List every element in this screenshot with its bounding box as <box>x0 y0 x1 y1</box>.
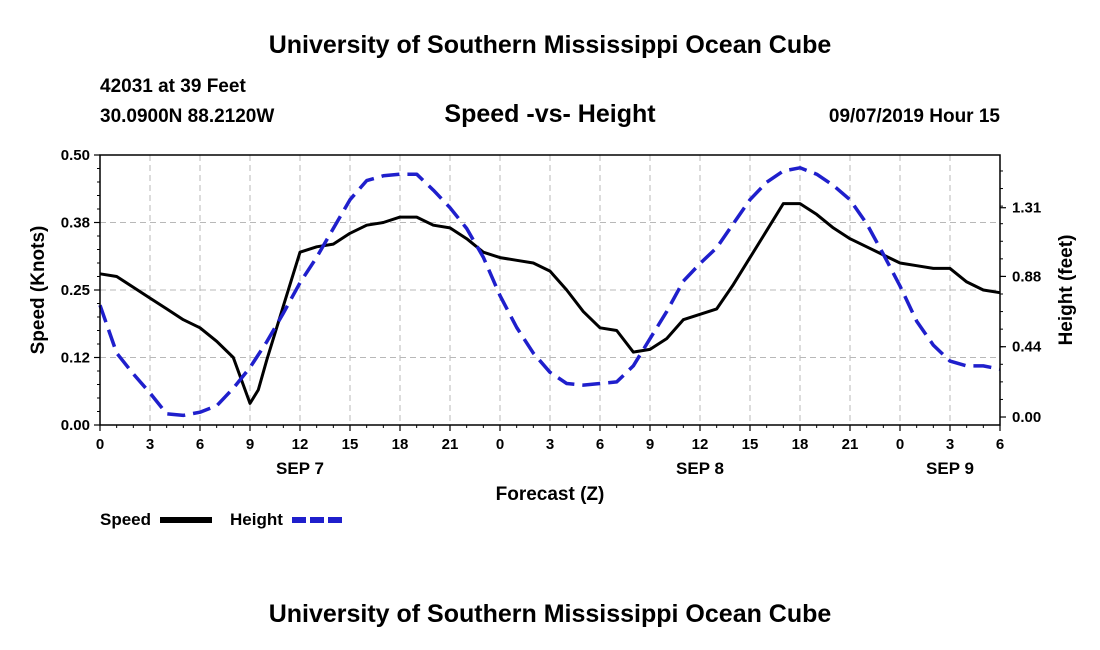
x-axis-label: Forecast (Z) <box>496 484 605 505</box>
chart-title-bottom: University of Southern Mississippi Ocean… <box>268 600 832 628</box>
y-right-tick-label: 0.00 <box>1012 409 1041 426</box>
y-left-tick-label: 0.38 <box>61 215 90 232</box>
y-right-tick-label: 0.88 <box>1012 268 1041 285</box>
y-left-tick-label: 0.25 <box>61 282 90 299</box>
y-axis-right-label: Height (feet) <box>1056 235 1077 346</box>
x-tick-label: 21 <box>842 436 859 453</box>
x-tick-label: 6 <box>996 436 1004 453</box>
x-tick-label: 9 <box>246 436 254 453</box>
series-layer <box>98 166 1001 418</box>
legend-label-speed: Speed <box>100 510 151 529</box>
x-tick-label: 18 <box>392 436 409 453</box>
y-right-tick-label: 0.44 <box>1012 339 1042 356</box>
x-tick-label: 12 <box>692 436 709 453</box>
x-tick-label: 3 <box>946 436 954 453</box>
x-tick-label: 3 <box>546 436 554 453</box>
chart-subtitle: Speed -vs- Height <box>444 100 656 128</box>
chart-title-top: University of Southern Mississippi Ocean… <box>268 31 832 59</box>
y-left-tick-label: 0.50 <box>61 147 90 164</box>
x-tick-label: 21 <box>442 436 459 453</box>
legend-label-height: Height <box>230 510 283 529</box>
day-label: SEP 8 <box>676 459 724 478</box>
x-tick-label: 12 <box>292 436 309 453</box>
x-tick-label: 15 <box>742 436 759 453</box>
day-label: SEP 7 <box>276 459 324 478</box>
x-tick-label: 9 <box>646 436 654 453</box>
axes: 0 3 6 9 12 15 18 21 0 3 6 9 12 15 18 21 0 3 6 SEP 7 SEP 8 SEP… <box>61 147 1042 478</box>
x-tick-label: 6 <box>196 436 204 453</box>
x-tick-label: 3 <box>146 436 154 453</box>
x-tick-label: 0 <box>96 436 104 453</box>
grid <box>100 155 1000 425</box>
x-tick-label: 6 <box>596 436 604 453</box>
y-left-tick-label: 0.00 <box>61 417 90 434</box>
y-axis-left-label: Speed (Knots) <box>28 226 49 355</box>
y-left-tick-label: 0.12 <box>61 350 90 367</box>
x-tick-label: 18 <box>792 436 809 453</box>
x-tick-label: 0 <box>496 436 504 453</box>
x-tick-label: 0 <box>896 436 904 453</box>
date-label: 09/07/2019 Hour 15 <box>828 106 1000 127</box>
y-right-tick-label: 1.31 <box>1012 200 1041 217</box>
series-line-height <box>98 166 1001 418</box>
legend: Speed Height <box>100 510 344 529</box>
coordinates-label: 30.0900N 88.2120W <box>100 106 275 127</box>
x-tick-label: 15 <box>342 436 359 453</box>
series-line-speed <box>99 202 1001 405</box>
day-label: SEP 9 <box>926 459 974 478</box>
station-label: 42031 at 39 Feet <box>100 76 246 97</box>
